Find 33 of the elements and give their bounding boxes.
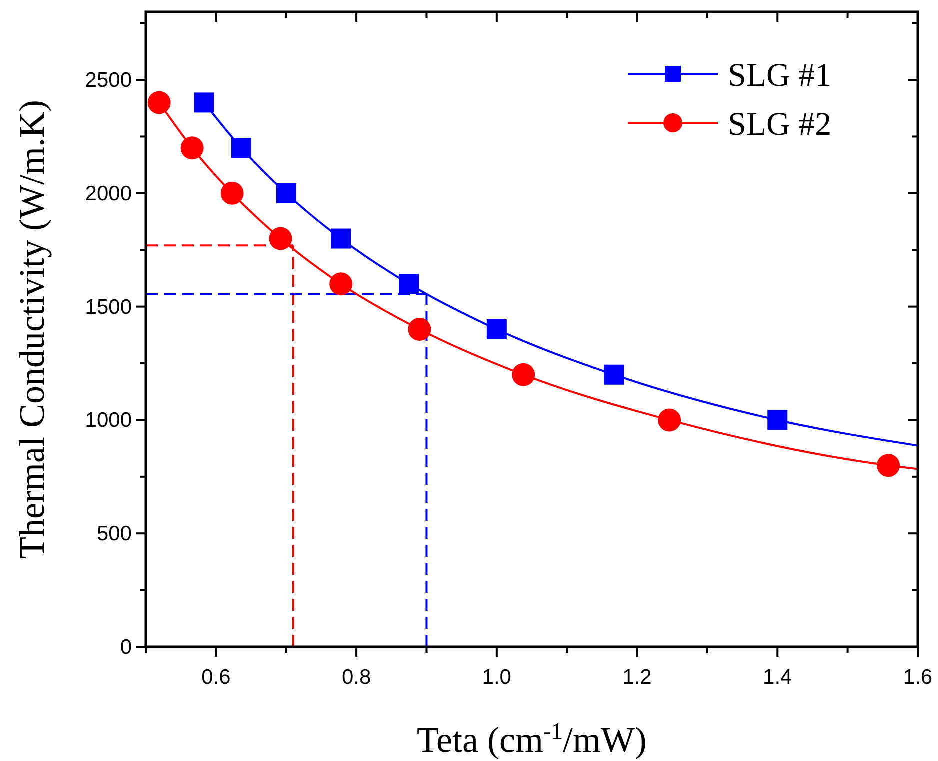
point [269, 227, 292, 250]
point [276, 183, 296, 204]
legend-label: SLG #1 [728, 58, 832, 94]
x-axis-title: Teta (cm$^{-1}$/mW) [417, 719, 647, 760]
legend-label: SLG #2 [728, 107, 832, 143]
x-tick-label: 1.0 [482, 666, 512, 689]
x-tick-label: 0.6 [202, 666, 231, 689]
point [658, 408, 682, 432]
point [512, 363, 536, 386]
point [877, 454, 900, 478]
point [331, 228, 352, 249]
y-axis-title: Thermal Conductivity (W/m.K) [12, 100, 52, 559]
point [604, 364, 624, 385]
x-tick-label: 0.8 [342, 666, 372, 689]
y-tick-label: 2500 [85, 69, 132, 92]
y-tick-label: 500 [96, 522, 132, 546]
y-tick-label: 0 [120, 636, 132, 659]
x-tick-label: 1.4 [763, 666, 793, 689]
point [330, 272, 353, 296]
point [194, 92, 214, 113]
y-tick-label: 1000 [85, 409, 132, 432]
x-tick-label: 1.2 [622, 666, 652, 689]
point [231, 138, 252, 158]
point [408, 318, 432, 341]
x-tick-label: 1.6 [903, 666, 933, 689]
point [148, 91, 171, 114]
y-tick-label: 1500 [85, 296, 132, 319]
point [768, 410, 788, 430]
point [399, 274, 420, 294]
point [180, 136, 204, 160]
point [486, 320, 507, 340]
point [220, 182, 244, 205]
y-tick-label: 2000 [85, 182, 132, 206]
